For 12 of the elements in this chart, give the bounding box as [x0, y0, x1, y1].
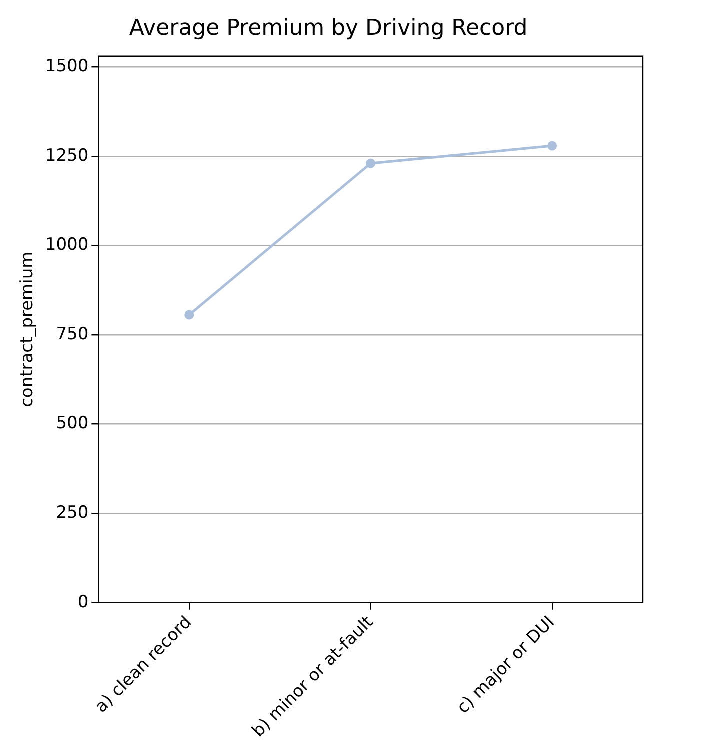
y-tick-label: 1000 [45, 235, 89, 256]
point [184, 310, 194, 320]
y-tick-label: 0 [78, 592, 89, 612]
y-axis-title: contract_premium [18, 252, 38, 408]
y-tick-label: 750 [56, 324, 89, 344]
point [548, 141, 558, 151]
y-tick-label: 1500 [45, 56, 89, 77]
y-tick-label: 250 [56, 502, 89, 523]
chart-title: Average Premium by Driving Record [129, 16, 528, 41]
point [366, 158, 376, 168]
y-tick-label: 1250 [45, 146, 89, 166]
y-tick-label: 500 [56, 414, 89, 434]
